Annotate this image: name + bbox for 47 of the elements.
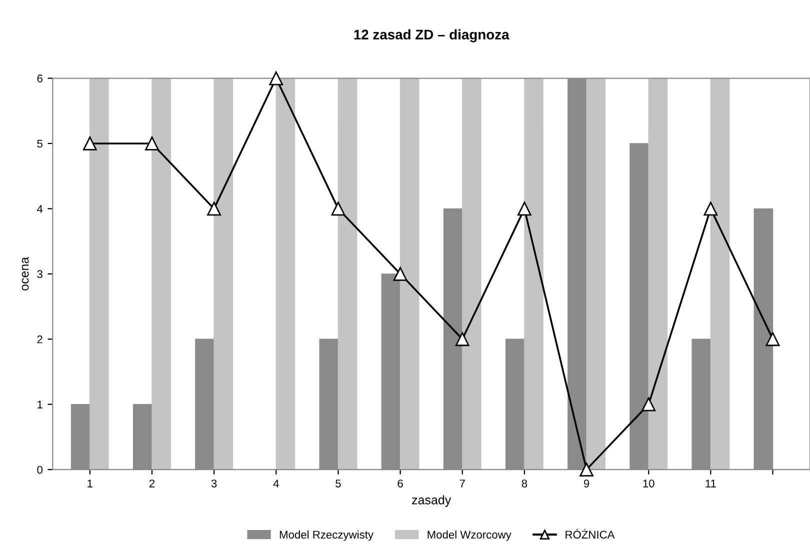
bar	[338, 78, 358, 470]
bar	[90, 78, 109, 470]
x-tick-label: 6	[398, 480, 403, 488]
x-tick-label: 2	[149, 480, 155, 488]
y-tick-label: 1	[38, 400, 42, 408]
y-tick-label: 5	[37, 140, 42, 148]
legend-label: RÓŻNICA	[566, 528, 615, 539]
x-tick-label: 5	[336, 480, 341, 488]
bar	[462, 78, 482, 470]
y-tick-label: 0	[37, 466, 42, 474]
point	[269, 71, 284, 86]
bar	[648, 78, 668, 470]
point	[145, 136, 159, 150]
x-tick-label: 3	[211, 480, 217, 488]
bar	[214, 78, 234, 470]
bar	[586, 78, 606, 470]
x-tick-label: 8	[522, 480, 528, 488]
x-tick-label: 9	[584, 480, 590, 488]
point	[393, 266, 408, 281]
point	[642, 397, 656, 412]
point	[517, 202, 532, 216]
x-axis-title: zasady	[412, 495, 452, 507]
point	[704, 202, 718, 216]
x-tick-label: 1	[88, 480, 92, 488]
point	[331, 202, 346, 216]
y-tick-label: 6	[37, 74, 42, 82]
chart-title: 12 zasad ZD – diagnoza	[354, 29, 510, 42]
legend-label: Model Rzeczywisty	[280, 530, 374, 541]
x-tick-label: 11	[706, 480, 716, 488]
bar	[710, 78, 730, 470]
point	[207, 202, 221, 216]
x-tick-label: 10	[643, 480, 654, 488]
point	[82, 136, 97, 150]
bar	[152, 78, 171, 470]
point	[580, 462, 594, 477]
bar	[400, 78, 420, 470]
x-tick-label: 7	[460, 480, 465, 488]
point	[455, 332, 470, 346]
point	[766, 332, 780, 346]
bar	[524, 78, 544, 470]
legend-label: Model Wzorcowy	[428, 530, 512, 541]
y-tick-label: 2	[37, 335, 42, 344]
y-tick-label: 4	[37, 205, 43, 213]
bar	[276, 78, 296, 470]
y-tick-label: 3	[37, 270, 42, 278]
y-axis-title: ocena	[22, 256, 29, 290]
x-tick-label: 4	[273, 480, 279, 488]
